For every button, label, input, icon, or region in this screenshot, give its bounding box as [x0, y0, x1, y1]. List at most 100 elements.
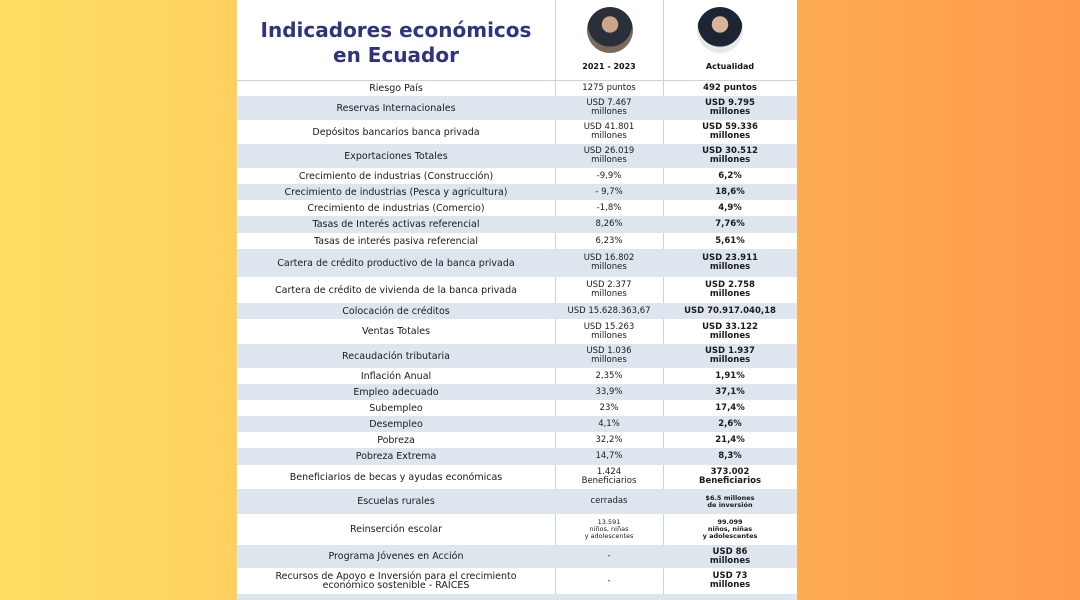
indicator-value: 32,2% — [595, 434, 623, 445]
footer-strip — [237, 594, 797, 600]
photo-former — [587, 7, 633, 53]
divider — [555, 0, 556, 594]
indicator-value: USD 41.801 millones — [583, 122, 635, 141]
table-row: Exportaciones Totales USD 26.019 millones… — [237, 144, 797, 168]
indicator-value: USD 70.917.040,18 — [684, 305, 776, 316]
indicator-value: 4,1% — [598, 418, 620, 429]
indicator-value: -9,9% — [596, 170, 622, 181]
table-row: Tasas de interés pasiva referencial 6,23%… — [237, 233, 797, 249]
table-row: Pobreza Extrema 14,7% 8,3% — [237, 448, 797, 465]
table-row: Desempleo 4,1% 2,6% — [237, 416, 797, 432]
indicator-value: USD 33.122 millones — [702, 321, 758, 341]
indicator-value: 7,76% — [715, 219, 745, 229]
table-row: Inflación Anual 2,35% 1,91% — [237, 368, 797, 384]
indicator-value: 13.591 niños, niñas y adolescentes — [584, 518, 634, 540]
indicator-value: 373.002 Beneficiarios — [698, 467, 762, 486]
table-row: Cartera de crédito de vivienda de la ban… — [237, 277, 797, 303]
column-header: Actualidad — [705, 62, 755, 71]
indicator-value: - 9,7% — [595, 186, 623, 197]
indicator-value: 14,7% — [595, 451, 623, 461]
indicator-value: 21,4% — [715, 434, 745, 445]
table-row: Ventas Totales USD 15.263 millones USD 33.… — [237, 319, 797, 344]
indicator-label: Exportaciones Totales — [344, 150, 448, 162]
indicator-label: Reinserción escolar — [349, 524, 443, 535]
table-row: Subempleo 23% 17,4% — [237, 400, 797, 416]
indicator-value: 2,6% — [718, 418, 742, 429]
table-row: Depósitos bancarios banca privada USD 41.… — [237, 120, 797, 144]
indicator-value: -1,8% — [596, 202, 622, 213]
indicator-value: USD 2.377 millones — [586, 280, 632, 299]
header: Indicadores económicos en Ecuador 2021 -… — [237, 0, 797, 81]
indicator-value: 8,26% — [595, 219, 623, 229]
title: Indicadores económicos en Ecuador — [260, 18, 532, 67]
indicator-value: USD 1.036 millones — [586, 346, 632, 365]
indicator-label: Reservas Internacionales — [336, 102, 456, 114]
photo-current — [697, 7, 743, 53]
divider — [663, 0, 664, 594]
indicator-value: USD 30.512 millones — [702, 146, 758, 165]
table-row: Crecimiento de industrias (Comercio) -1,8… — [237, 200, 797, 216]
table-row: Crecimiento de industrias (Pesca y agric… — [237, 184, 797, 200]
table-card: Indicadores económicos en Ecuador 2021 -… — [237, 0, 797, 600]
indicator-label: Beneficiarios de becas y ayudas económic… — [289, 471, 503, 483]
indicator-value: USD 26.019 millones — [583, 146, 635, 165]
indicator-value: USD 15.628.363,67 — [567, 305, 651, 316]
indicator-label: Pobreza — [377, 434, 415, 446]
indicator-value: - — [607, 575, 611, 586]
indicator-value: USD 16.802 millones — [583, 253, 635, 272]
indicator-label: Tasas de interés pasiva referencial — [314, 235, 478, 247]
indicator-value: - — [607, 551, 611, 561]
indicator-value: 5,61% — [715, 235, 745, 246]
indicator-label: Subempleo — [369, 402, 423, 414]
indicator-value: 8,3% — [718, 451, 742, 461]
indicator-value: 1275 puntos — [582, 82, 636, 93]
indicator-label: Crecimiento de industrias (Pesca y agric… — [284, 186, 508, 198]
indicator-value: 6,2% — [718, 170, 742, 181]
indicator-label: Crecimiento de industrias (Comercio) — [307, 202, 485, 214]
indicator-value: 4,9% — [718, 202, 742, 213]
table-row: Riesgo País 1275 puntos 492 puntos — [237, 80, 797, 96]
indicator-value: USD 9.795 millones — [705, 98, 755, 117]
indicator-value: USD 59.336 millones — [702, 122, 758, 141]
indicator-value: USD 1.937 millones — [705, 346, 755, 365]
indicator-label: Recursos de Apoyo e Inversión para el cr… — [275, 571, 517, 591]
indicator-value: 23% — [599, 402, 619, 413]
indicator-value: 1.424 Beneficiarios — [581, 467, 637, 486]
indicator-label: Riesgo País — [369, 82, 423, 94]
indicator-value: 1,91% — [715, 370, 745, 381]
indicator-value: USD 7.467 millones — [586, 98, 632, 117]
table-row: Reinserción escolar 13.591 niños, niñas y… — [237, 514, 797, 545]
indicator-label: Tasas de Interés activas referencial — [312, 219, 480, 230]
indicator-label: Colocación de créditos — [342, 305, 450, 317]
indicator-value: 37,1% — [715, 386, 745, 397]
indicator-label: Inflación Anual — [360, 370, 432, 382]
indicator-label: Cartera de crédito de vivienda de la ban… — [275, 284, 517, 296]
indicator-value: USD 23.911 millones — [702, 253, 758, 272]
indicator-value: 492 puntos — [703, 82, 757, 93]
table-row: Escuelas rurales cerradas $6.5 millones de… — [237, 489, 797, 514]
table-row: Empleo adecuado 33,9% 37,1% — [237, 384, 797, 400]
table-row: Recursos de Apoyo e Inversión para el cr… — [237, 568, 797, 594]
table-row: Programa Jóvenes en Acción - USD 86 millon… — [237, 545, 797, 568]
table-row: Recaudación tributaria USD 1.036 millones… — [237, 344, 797, 368]
indicator-label: Desempleo — [369, 418, 423, 430]
indicator-label: Depósitos bancarios banca privada — [312, 126, 480, 138]
indicator-value: cerradas — [590, 496, 628, 506]
indicator-value: 99.099 niños, niñas y adolescentes — [702, 518, 758, 540]
indicator-value: USD 73 millones — [709, 571, 751, 590]
column-header: 2021 - 2023 — [582, 62, 636, 71]
indicator-value: 18,6% — [715, 186, 745, 197]
indicator-value: USD 2.758 millones — [705, 280, 755, 299]
indicator-value: 2,35% — [595, 370, 623, 381]
table-row: Reservas Internacionales USD 7.467 millon… — [237, 96, 797, 120]
table-row: Colocación de créditos USD 15.628.363,67 U… — [237, 303, 797, 319]
indicator-value: USD 86 millones — [709, 546, 751, 566]
table-row: Beneficiarios de becas y ayudas económic… — [237, 465, 797, 489]
indicator-label: Empleo adecuado — [353, 386, 439, 398]
table-row: Tasas de Interés activas referencial 8,26… — [237, 216, 797, 233]
indicator-value: $6.5 millones de inversión — [705, 493, 755, 509]
indicator-value: 33,9% — [595, 386, 623, 397]
indicator-label: Recaudación tributaria — [342, 350, 450, 362]
indicator-label: Cartera de crédito productivo de la banc… — [277, 257, 515, 269]
